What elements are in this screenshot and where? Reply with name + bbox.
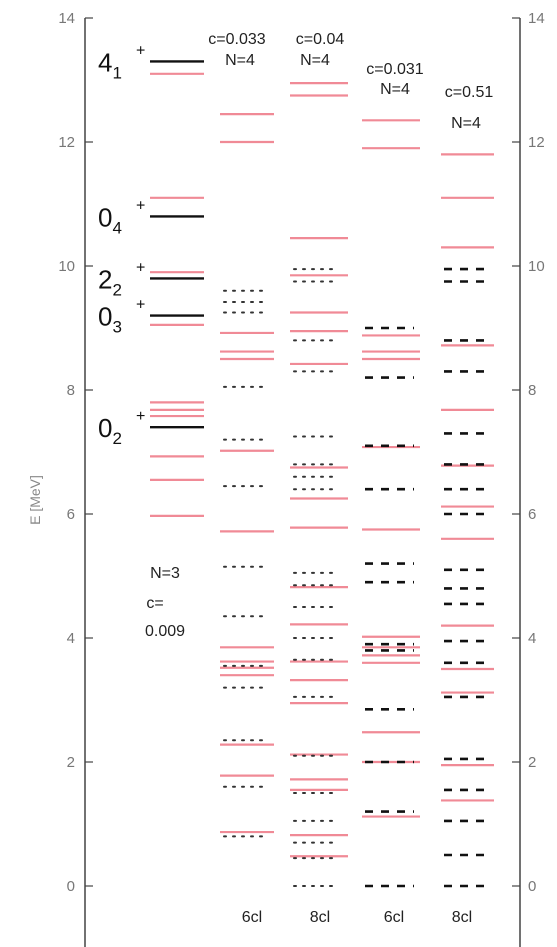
y-tick-label-right: 14 <box>528 10 545 27</box>
state-superscript: + <box>136 408 145 425</box>
y-tick-label-left: 6 <box>67 506 75 523</box>
state-label: 02 <box>98 413 122 448</box>
plot-frame <box>84 18 521 947</box>
column-footer-label: 6cl <box>384 909 404 926</box>
y-tick-label-right: 2 <box>528 754 536 771</box>
y-tick-label-right: 4 <box>528 630 536 647</box>
y-tick-label-left: 10 <box>58 258 75 275</box>
energy-levels <box>150 60 494 888</box>
y-tick-label-right: 10 <box>528 258 545 275</box>
y-tick-label-left: 4 <box>67 630 75 647</box>
state-label: 41 <box>98 47 122 82</box>
state-label: 03 <box>98 302 122 337</box>
level-column-8cl-a <box>290 81 348 887</box>
y-tick-label-right: 8 <box>528 382 536 399</box>
level-column-6cl-b <box>362 119 420 888</box>
y-tick-label-left: 2 <box>67 754 75 771</box>
y-tick-label-right: 12 <box>528 134 545 151</box>
column-annotation: c=0.033 <box>208 31 265 48</box>
y-tick-label-left: 0 <box>67 878 75 895</box>
annotations: 02 +03 +22 +04 +41 + N=3 c= 0.009 c=0.033 N=4 6cl c=… <box>98 31 493 926</box>
column-annotation: 0.009 <box>145 623 185 640</box>
column-annotation: c=0.51 <box>445 84 494 101</box>
y-tick-label-left: 14 <box>58 10 75 27</box>
state-superscript: + <box>136 259 145 276</box>
column-annotation: c=0.031 <box>366 61 423 78</box>
column-annotation: N=4 <box>225 52 255 69</box>
column-footer-label: 8cl <box>452 909 472 926</box>
state-superscript: + <box>136 297 145 314</box>
y-axis-title: E [MeV] <box>27 475 43 525</box>
level-column-8cl-b <box>441 153 494 888</box>
column-annotation: N=3 <box>150 565 180 582</box>
column-footer-label: 6cl <box>242 909 262 926</box>
state-superscript: + <box>136 42 145 59</box>
state-label: 22 <box>98 264 122 299</box>
column-annotation: c=0.04 <box>296 31 345 48</box>
state-label: 04 <box>98 202 122 237</box>
y-tick-label-left: 12 <box>58 134 75 151</box>
state-superscript: + <box>136 197 145 214</box>
y-tick-label-right: 0 <box>528 878 536 895</box>
column-footer-label: 8cl <box>310 909 330 926</box>
level-column-exp <box>150 60 204 517</box>
column-annotation: N=4 <box>380 81 410 98</box>
y-tick-label-left: 8 <box>67 382 75 399</box>
column-annotation: c= <box>146 595 163 612</box>
column-annotation: N=4 <box>451 115 481 132</box>
column-annotation: N=4 <box>300 52 330 69</box>
level-column-6cl-a <box>220 112 274 838</box>
y-tick-label-right: 6 <box>528 506 536 523</box>
